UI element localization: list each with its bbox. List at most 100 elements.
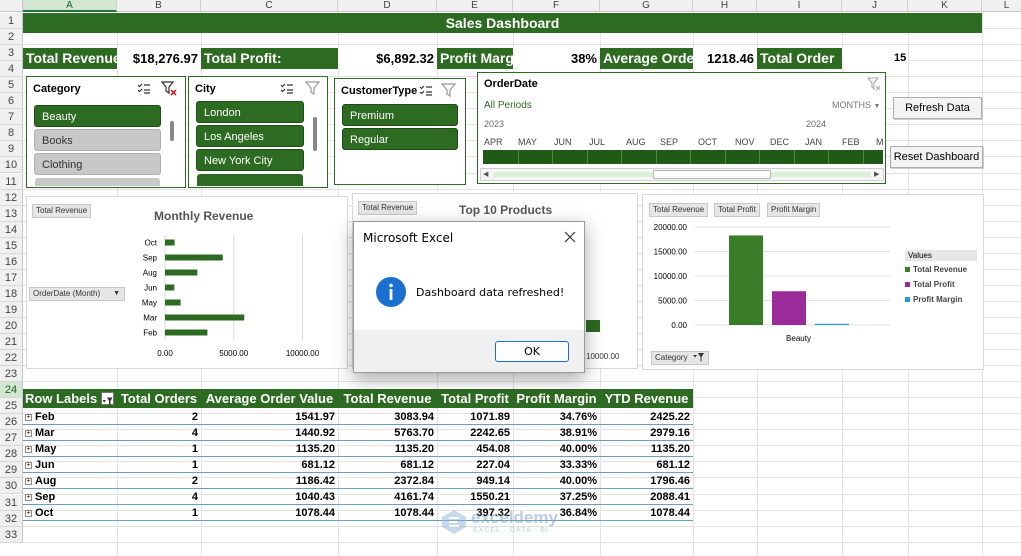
pivot-row-label[interactable]: + Jun <box>23 457 117 473</box>
expand-icon[interactable]: + <box>25 429 32 437</box>
row-header[interactable]: 28 <box>0 446 23 463</box>
row-header[interactable]: 3 <box>0 45 23 62</box>
field-button-total-revenue[interactable]: Total Revenue <box>358 201 418 215</box>
expand-icon[interactable]: + <box>25 509 32 517</box>
column-header-e[interactable]: E <box>437 0 513 12</box>
pivot-cell[interactable]: 2425.22 <box>650 411 690 423</box>
pivot-row[interactable]: + Sep 4 1040.43 4161.74 1550.21 37.25% 2088.41 <box>23 489 693 505</box>
timeline-month-label[interactable]: DEC <box>770 137 790 147</box>
timeline-scrollbar[interactable]: ◀ ▶ <box>480 168 884 181</box>
filter-icon[interactable] <box>440 83 457 100</box>
scroll-left-icon[interactable]: ◀ <box>483 171 489 178</box>
column-header-j[interactable]: J <box>842 0 908 12</box>
pivot-cell[interactable]: 1 <box>191 459 198 471</box>
expand-icon[interactable]: + <box>25 413 32 421</box>
pivot-cell[interactable]: 1 <box>191 507 198 519</box>
pivot-cell[interactable]: 681.12 <box>400 459 434 471</box>
pivot-cell[interactable]: 2 <box>191 411 198 423</box>
row-header[interactable]: 29 <box>0 462 23 479</box>
legend-item[interactable]: Total Profit <box>905 280 977 289</box>
row-header[interactable]: 16 <box>0 253 23 270</box>
category-bar[interactable] <box>815 323 849 325</box>
clear-filter-icon[interactable] <box>160 81 177 99</box>
filter-icon[interactable] <box>304 81 321 98</box>
row-header[interactable]: 13 <box>0 205 23 222</box>
expand-icon[interactable]: + <box>25 461 32 469</box>
column-header-c[interactable]: C <box>201 0 338 12</box>
pivot-cell[interactable]: 949.14 <box>476 475 510 487</box>
kpi-profit-margin-value[interactable]: 38% <box>513 48 600 69</box>
row-header[interactable]: 32 <box>0 510 23 527</box>
axis-field-button-category[interactable]: Category <box>651 351 709 365</box>
pivot-row-label[interactable]: + Oct <box>23 505 117 521</box>
refresh-data-button[interactable]: Refresh Data <box>893 97 982 119</box>
field-button-total-revenue[interactable]: Total Revenue <box>649 203 709 217</box>
kpi-total-revenue-value[interactable]: $18,276.97 <box>117 48 201 69</box>
timeline-month-label[interactable]: SEP <box>660 137 679 147</box>
axis-field-button-orderdate[interactable]: OrderDate (Month) ▼ <box>29 287 125 301</box>
row-header[interactable]: 11 <box>0 173 23 190</box>
category-bar[interactable] <box>772 291 806 325</box>
field-button-total-profit[interactable]: Total Profit <box>714 203 760 217</box>
category-slicer[interactable]: Category Beauty Books Clothing <box>26 76 186 188</box>
pivot-column-header[interactable]: Row Labels <box>23 389 117 408</box>
row-header[interactable]: 33 <box>0 526 23 543</box>
pivot-cell[interactable]: 2088.41 <box>650 491 690 503</box>
timeline-month-label[interactable]: MAY <box>518 137 537 147</box>
row-header[interactable]: 6 <box>0 93 23 110</box>
row-header[interactable]: 20 <box>0 317 23 334</box>
pivot-cell[interactable]: 4 <box>191 491 198 503</box>
category-item-clothing[interactable]: Clothing <box>34 153 161 175</box>
legend-item[interactable]: Total Revenue <box>905 265 977 274</box>
revenue-bar[interactable] <box>165 239 175 246</box>
city-item-new-york-city[interactable]: New York City <box>196 149 304 171</box>
filter-dropdown-icon[interactable] <box>101 392 114 406</box>
column-header-k[interactable]: K <box>908 0 982 12</box>
row-header[interactable]: 12 <box>0 189 23 206</box>
multi-select-icon[interactable] <box>137 82 151 98</box>
timeline-month-label[interactable]: JUL <box>589 137 606 147</box>
pivot-cell[interactable]: 681.12 <box>301 459 335 471</box>
time-level-selector[interactable]: MONTHS ▼ <box>832 100 880 110</box>
category-item-books[interactable]: Books <box>34 129 161 151</box>
city-item-london[interactable]: London <box>196 101 304 123</box>
row-header[interactable]: 2 <box>0 29 23 46</box>
timeline-month-label[interactable]: OCT <box>698 137 717 147</box>
category-scrollbar[interactable] <box>170 121 174 141</box>
ok-button[interactable]: OK <box>495 341 569 362</box>
row-header[interactable]: 10 <box>0 157 23 174</box>
scrollbar-thumb[interactable] <box>653 170 771 179</box>
pivot-row-label[interactable]: + Feb <box>23 409 117 425</box>
row-header[interactable]: 9 <box>0 141 23 158</box>
revenue-bar[interactable] <box>165 254 223 261</box>
scroll-right-icon[interactable]: ▶ <box>874 171 880 178</box>
timeline-month-label[interactable]: JUN <box>554 137 572 147</box>
pivot-cell[interactable]: 40.00% <box>559 443 597 455</box>
column-header-i[interactable]: I <box>757 0 842 12</box>
pivot-cell[interactable]: 4 <box>191 427 198 439</box>
row-header[interactable]: 8 <box>0 125 23 142</box>
expand-icon[interactable]: + <box>25 445 32 453</box>
pivot-cell[interactable]: 1078.44 <box>650 507 690 519</box>
pivot-row[interactable]: + Mar 4 1440.92 5763.70 2242.65 38.91% 2979.16 <box>23 425 693 441</box>
pivot-cell[interactable]: 2242.65 <box>470 427 510 439</box>
pivot-cell[interactable]: 681.12 <box>656 459 690 471</box>
row-header[interactable]: 19 <box>0 301 23 318</box>
pivot-cell[interactable]: 2 <box>191 475 198 487</box>
pivot-row[interactable]: + May 1 1135.20 1135.20 454.08 40.00% 1135.20 <box>23 441 693 457</box>
row-header[interactable]: 5 <box>0 77 23 94</box>
field-button-total-revenue[interactable]: Total Revenue <box>32 204 92 218</box>
pivot-column-header[interactable]: YTD Revenue <box>600 389 693 408</box>
column-header-d[interactable]: D <box>338 0 437 12</box>
revenue-bar[interactable] <box>165 299 181 306</box>
pivot-cell[interactable]: 2979.16 <box>650 427 690 439</box>
pivot-row[interactable]: + Feb 2 1541.97 3083.94 1071.89 34.76% 2425.22 <box>23 409 693 425</box>
row-header[interactable]: 22 <box>0 350 23 367</box>
pivot-cell[interactable]: 1078.44 <box>394 507 434 519</box>
pivot-cell[interactable]: 1440.92 <box>295 427 335 439</box>
city-scrollbar[interactable] <box>313 117 317 151</box>
customer-type-item-regular[interactable]: Regular <box>342 128 458 150</box>
city-slicer[interactable]: City London Los Angeles New York City <box>188 76 328 188</box>
pivot-column-header[interactable]: Average Order Value <box>201 389 338 408</box>
